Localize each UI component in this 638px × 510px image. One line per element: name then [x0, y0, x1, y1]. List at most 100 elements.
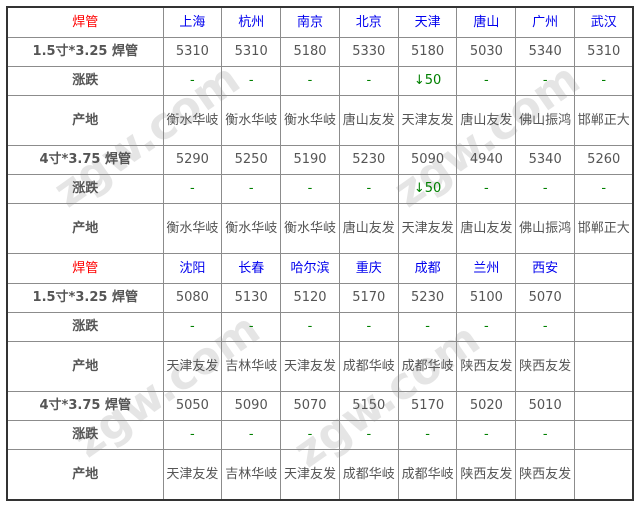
origin-row: 产地 衡水华岐 衡水华岐 衡水华岐 唐山友发 天津友发 唐山友发 佛山振鸿 邯郸正大 — [6, 203, 634, 254]
origin-cell: 衡水华岐 — [162, 95, 223, 146]
price-cell: 5030 — [456, 37, 517, 67]
change-cell: - — [280, 174, 340, 204]
price-cell: 5070 — [280, 391, 340, 421]
change-cell: - — [397, 312, 458, 342]
price-cell: 5020 — [456, 391, 517, 421]
change-cell: - — [515, 420, 576, 450]
origin-cell: 唐山友发 — [338, 95, 399, 146]
price-cell: 5120 — [280, 283, 340, 313]
origin-cell: 天津友发 — [397, 203, 458, 254]
price-cell: 5230 — [397, 283, 458, 313]
change-label: 涨跌 — [6, 312, 164, 342]
price-cell: 5180 — [397, 37, 458, 67]
origin-cell: 成都华岐 — [397, 341, 458, 392]
origin-cell: 天津友发 — [280, 341, 340, 392]
price-cell: 4940 — [456, 145, 517, 175]
origin-cell: 衡水华岐 — [162, 203, 223, 254]
price-cell: 5170 — [338, 283, 399, 313]
price-row: 1.5寸*3.25 焊管 5080 5130 5120 5170 5230 5100 5070 — [6, 283, 634, 313]
origin-cell: 衡水华岐 — [280, 95, 340, 146]
change-cell: - — [515, 312, 576, 342]
origin-cell: 唐山友发 — [456, 203, 517, 254]
change-cell: - — [397, 420, 458, 450]
price-row: 4寸*3.75 焊管 5050 5090 5070 5150 5170 5020 5010 — [6, 391, 634, 421]
product-name: 4寸*3.75 焊管 — [6, 391, 164, 421]
price-cell: 5310 — [574, 37, 634, 67]
change-cell: - — [338, 66, 399, 96]
price-cell: 5260 — [574, 145, 634, 175]
price-cell: 5080 — [162, 283, 223, 313]
change-cell: - — [338, 420, 399, 450]
city-header: 西安 — [515, 253, 576, 284]
origin-cell: 陕西友发 — [456, 341, 517, 392]
change-label: 涨跌 — [6, 174, 164, 204]
product-name: 4寸*3.75 焊管 — [6, 145, 164, 175]
price-cell: 5250 — [221, 145, 282, 175]
origin-cell: 陕西友发 — [515, 341, 576, 392]
price-cell: 5290 — [162, 145, 223, 175]
header-label: 焊管 — [6, 6, 164, 38]
price-cell: 5190 — [280, 145, 340, 175]
change-cell: - — [574, 174, 634, 204]
origin-row: 产地 天津友发 吉林华岐 天津友发 成都华岐 成都华岐 陕西友发 陕西友发 — [6, 341, 634, 392]
city-header: 唐山 — [456, 6, 517, 38]
price-cell: 5090 — [397, 145, 458, 175]
price-cell: 5170 — [397, 391, 458, 421]
price-cell: 5090 — [221, 391, 282, 421]
origin-label: 产地 — [6, 341, 164, 392]
origin-cell: 邯郸正大 — [574, 203, 634, 254]
origin-cell — [574, 341, 634, 392]
price-cell: 5340 — [515, 37, 576, 67]
city-header: 长春 — [221, 253, 282, 284]
price-cell: 5070 — [515, 283, 576, 313]
change-cell: - — [162, 420, 223, 450]
change-label: 涨跌 — [6, 420, 164, 450]
price-cell — [574, 391, 634, 421]
price-cell — [574, 283, 634, 313]
city-header: 武汉 — [574, 6, 634, 38]
origin-cell: 成都华岐 — [338, 341, 399, 392]
city-header: 杭州 — [221, 6, 282, 38]
origin-cell — [574, 449, 634, 501]
city-header: 北京 — [338, 6, 399, 38]
origin-cell: 天津友发 — [162, 341, 223, 392]
origin-cell: 邯郸正大 — [574, 95, 634, 146]
change-cell: ↓50 — [397, 66, 458, 96]
price-cell: 5310 — [221, 37, 282, 67]
origin-cell: 吉林华岐 — [221, 341, 282, 392]
price-row: 4寸*3.75 焊管 5290 5250 5190 5230 5090 4940 5340 52… — [6, 145, 634, 175]
change-cell: - — [280, 420, 340, 450]
change-row: 涨跌 - - - - - - - — [6, 420, 634, 450]
origin-cell: 天津友发 — [162, 449, 223, 501]
price-cell: 5230 — [338, 145, 399, 175]
origin-cell: 天津友发 — [280, 449, 340, 501]
price-cell: 5150 — [338, 391, 399, 421]
change-label: 涨跌 — [6, 66, 164, 96]
header-row: 焊管 沈阳 长春 哈尔滨 重庆 成都 兰州 西安 — [6, 253, 634, 284]
change-cell: - — [456, 420, 517, 450]
origin-label: 产地 — [6, 449, 164, 501]
origin-cell: 衡水华岐 — [221, 203, 282, 254]
change-cell: - — [162, 174, 223, 204]
origin-cell: 陕西友发 — [456, 449, 517, 501]
price-cell: 5100 — [456, 283, 517, 313]
price-cell: 5180 — [280, 37, 340, 67]
origin-cell: 唐山友发 — [456, 95, 517, 146]
city-header: 广州 — [515, 6, 576, 38]
change-cell: - — [162, 66, 223, 96]
change-cell: - — [221, 66, 282, 96]
origin-cell: 天津友发 — [397, 95, 458, 146]
price-cell: 5050 — [162, 391, 223, 421]
origin-cell: 衡水华岐 — [280, 203, 340, 254]
price-cell: 5010 — [515, 391, 576, 421]
product-name: 1.5寸*3.25 焊管 — [6, 283, 164, 313]
city-header: 沈阳 — [162, 253, 223, 284]
change-cell: - — [456, 312, 517, 342]
change-cell: - — [221, 312, 282, 342]
city-header: 南京 — [280, 6, 340, 38]
change-row: 涨跌 - - - - - - - — [6, 312, 634, 342]
change-cell: ↓50 — [397, 174, 458, 204]
price-cell: 5310 — [162, 37, 223, 67]
header-row: 焊管 上海 杭州 南京 北京 天津 唐山 广州 武汉 — [6, 6, 634, 38]
